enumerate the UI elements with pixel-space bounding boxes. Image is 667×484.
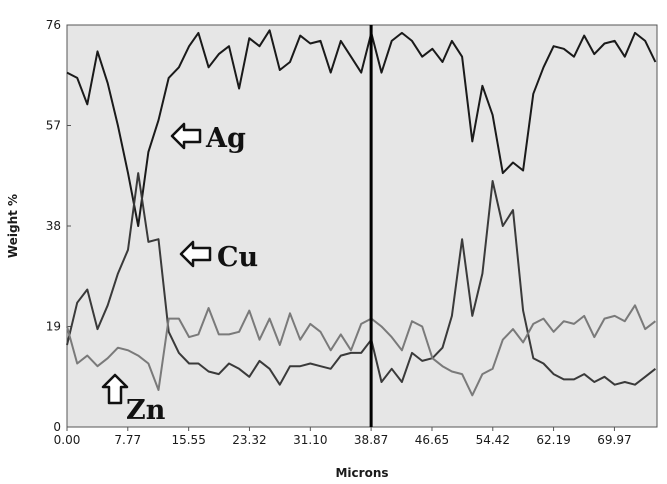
x-tick-label: 54.42 xyxy=(476,433,510,447)
callout-zn: Zn xyxy=(101,373,166,426)
x-tick-label: 0.00 xyxy=(54,433,81,447)
y-tick-label: 0 xyxy=(53,420,61,434)
callout-ag: Ag xyxy=(170,122,246,154)
callout-label-ag: Ag xyxy=(205,123,246,154)
series-line-zn xyxy=(66,304,657,397)
y-axis-title: Weight % xyxy=(6,194,20,258)
x-tick-label: 46.65 xyxy=(415,433,449,447)
callout-label-cu: Cu xyxy=(217,242,258,273)
series-line-cu xyxy=(66,172,657,386)
y-tick-label: 57 xyxy=(46,119,61,133)
x-tick-label: 15.55 xyxy=(171,433,205,447)
callout-cu: Cu xyxy=(179,240,258,273)
arrow-left-icon xyxy=(179,240,212,268)
y-tick-label: 38 xyxy=(46,219,61,233)
series-layer xyxy=(66,29,657,397)
x-tick-label: 69.97 xyxy=(597,433,631,447)
x-tick-label: 38.87 xyxy=(354,433,388,447)
series-line-ag xyxy=(66,29,657,227)
x-tick-label: 7.77 xyxy=(114,433,141,447)
y-axis-ticks: 0 19 38 57 76 xyxy=(46,18,71,434)
x-tick-label: 62.19 xyxy=(536,433,570,447)
callout-label-zn: Zn xyxy=(126,395,166,426)
y-tick-label: 76 xyxy=(46,18,61,32)
x-tick-label: 31.10 xyxy=(293,433,327,447)
y-tick-label: 19 xyxy=(46,320,61,334)
arrow-left-icon xyxy=(170,122,202,150)
plot-area xyxy=(66,24,658,428)
x-tick-label: 23.32 xyxy=(232,433,266,447)
arrow-up-icon xyxy=(101,373,129,405)
x-axis-title: Microns xyxy=(335,466,388,480)
x-axis-ticks: 0.00 7.77 15.55 23.32 31.10 38.87 46.65 54.42 62… xyxy=(54,427,632,447)
